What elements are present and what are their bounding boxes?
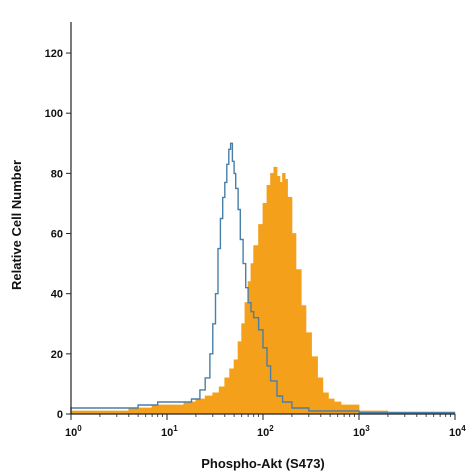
y-tick-label: 120 [45, 48, 63, 60]
y-tick-label: 100 [45, 108, 63, 120]
y-axis-title: Relative Cell Number [9, 160, 24, 290]
y-tick-label: 0 [57, 409, 63, 421]
x-tick-label: 104 [449, 424, 466, 439]
x-axis-title: Phospho-Akt (S473) [201, 456, 325, 471]
series-outline-histogram [70, 142, 455, 414]
y-tick-label: 20 [51, 349, 63, 361]
x-tick-label: 101 [161, 424, 178, 439]
x-tick-label: 103 [353, 424, 370, 439]
y-ticks: 0 20 40 60 80 100 120 [45, 48, 71, 421]
y-tick-label: 80 [51, 168, 63, 180]
y-tick-label: 40 [51, 289, 63, 301]
y-tick-label: 60 [51, 229, 63, 241]
series-layer [70, 142, 456, 415]
x-ticks: 100 101 102 103 104 [65, 414, 466, 439]
x-tick-label: 102 [257, 424, 274, 439]
series-filled-histogram [70, 166, 456, 415]
x-tick-label: 100 [65, 424, 82, 439]
